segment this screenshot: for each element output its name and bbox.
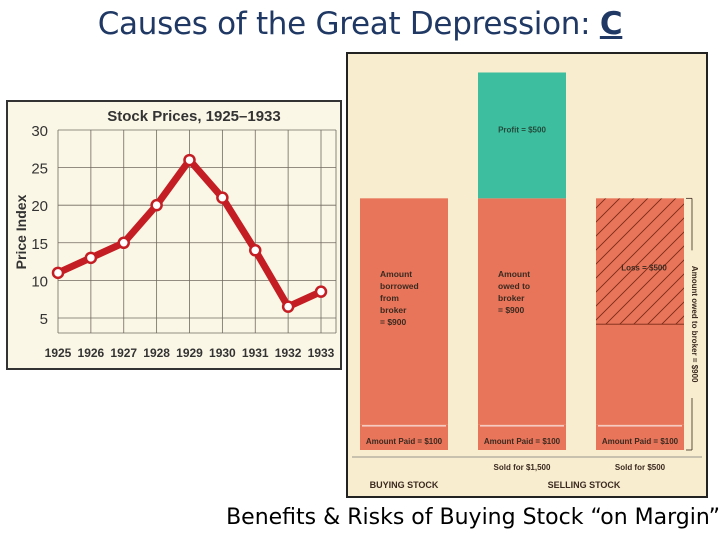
y-tick-labels: 5 10 15 20 25 30 (31, 123, 48, 328)
segment-label: Loss = $500 (621, 263, 667, 272)
segment-label: Amount Paid = $100 (484, 437, 561, 446)
data-point (150, 198, 163, 212)
x-tick-label: 1933 (308, 346, 335, 360)
column-segment (596, 424, 684, 450)
column-segment (478, 198, 566, 425)
data-point (249, 244, 262, 257)
sale-notes: Sold for $1,500 Sold for $500 (494, 463, 666, 472)
slide-caption: Benefits & Risks of Buying Stock “on Mar… (226, 505, 720, 530)
group-label: SELLING STOCK (548, 480, 621, 490)
segment-label: Amount Paid = $100 (602, 437, 679, 446)
x-tick-label: 1931 (242, 346, 269, 360)
chart-grid (57, 129, 337, 334)
y-tick-label: 30 (31, 123, 48, 140)
column-segment (596, 198, 684, 325)
column-segment (478, 72, 566, 199)
data-point (281, 300, 295, 313)
x-tick-label: 1930 (209, 346, 236, 360)
segment-label: Profit = $500 (498, 125, 546, 134)
x-tick-labels: 1925 1926 1927 1928 1929 1930 1931 1932 1933 (45, 346, 335, 360)
column-segment (360, 198, 448, 425)
y-tick-label: 10 (31, 273, 48, 290)
y-tick-label: 5 (40, 311, 48, 328)
x-tick-label: 1929 (176, 346, 203, 360)
x-tick-label: 1926 (78, 346, 105, 360)
chart-background (6, 100, 342, 370)
amount-owed-bracket: Amount owed to broker = $900 (686, 197, 699, 451)
title-letter: C (599, 6, 623, 42)
data-point (84, 251, 98, 265)
price-series (51, 153, 328, 313)
stock-price-chart: Stock Prices, 1925–1933 Price Index 5 10 1… (6, 100, 342, 370)
bracket-label: Amount owed to broker = $900 (690, 266, 699, 383)
column-segment (478, 424, 566, 450)
sale-note: Sold for $1,500 (494, 463, 551, 472)
sale-note: Sold for $500 (615, 463, 666, 472)
column-segment (596, 324, 684, 425)
title-prefix: Causes of the Great Depression: (97, 6, 600, 42)
segment-label: Amount borrowed from broker = $900 (380, 269, 419, 327)
column-segment (360, 424, 448, 450)
data-point (183, 153, 196, 167)
y-axis-label: Price Index (13, 194, 29, 269)
y-tick-label: 15 (31, 236, 48, 253)
data-point (216, 191, 229, 204)
x-tick-label: 1927 (110, 346, 137, 360)
data-point (51, 266, 65, 280)
slide-title: Causes of the Great Depression: C (0, 6, 720, 42)
segment-label: Amount owed to broker = $900 (498, 269, 530, 315)
group-labels: BUYING STOCK SELLING STOCK (370, 480, 621, 490)
y-tick-label: 25 (31, 161, 48, 178)
chart-title: Stock Prices, 1925–1933 (107, 108, 280, 125)
segment-label: Amount Paid = $100 (366, 437, 443, 446)
data-point (117, 236, 130, 250)
y-tick-label: 20 (31, 198, 48, 215)
group-label: BUYING STOCK (370, 480, 439, 490)
x-tick-label: 1925 (45, 346, 72, 360)
x-tick-label: 1928 (143, 346, 170, 360)
data-point (314, 285, 328, 298)
margin-diagram: Amount Paid = $100 Amount borrowed from brok… (346, 52, 708, 498)
margin-columns: Amount Paid = $100 Amount borrowed from brok… (360, 72, 684, 450)
x-tick-label: 1932 (275, 346, 302, 360)
